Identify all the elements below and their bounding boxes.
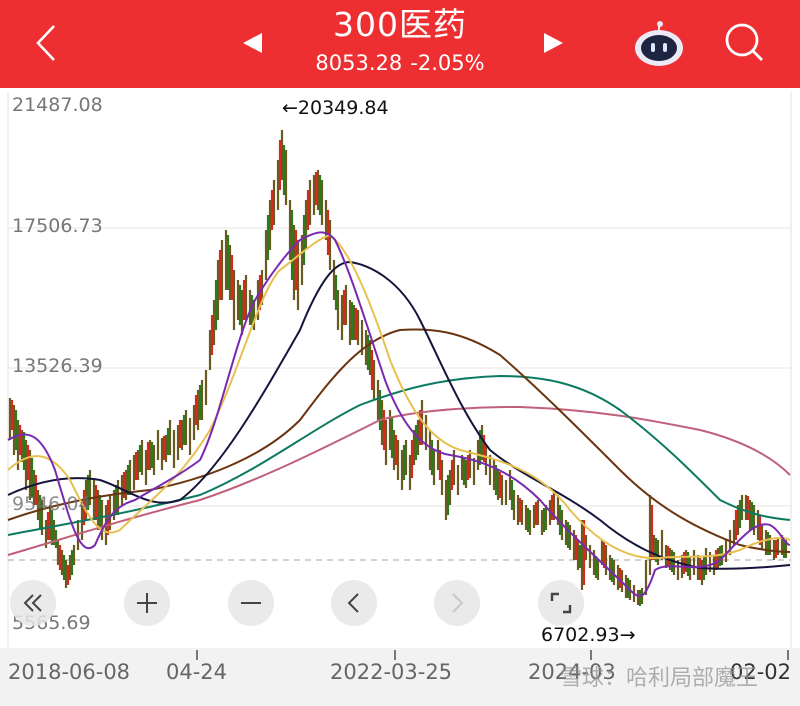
title-block: 300医药 8053.28 -2.05% (0, 4, 800, 80)
fast-back-button[interactable] (10, 580, 56, 626)
ma-purple (7, 231, 791, 597)
watermark: 雪球：哈利局部魔王 (560, 666, 759, 691)
triangle-left-icon (243, 33, 262, 53)
y-axis-label-2: 17506.73 (12, 215, 103, 237)
back-button[interactable] (22, 18, 72, 68)
kline-chart[interactable]: 21487.08 17506.73 13526.39 9546.04 5565.… (0, 88, 800, 648)
y-axis-label-4: 9546.04 (12, 493, 91, 515)
y-axis-label-top: 21487.08 (12, 94, 103, 116)
high-annotation: ←20349.84 (282, 97, 389, 119)
search-icon (725, 23, 763, 61)
assistant-button[interactable] (632, 18, 686, 70)
change-percent: -2.05% (410, 51, 485, 75)
minus-icon (241, 602, 261, 604)
ma-yellow (7, 233, 791, 560)
plus-icon (137, 593, 157, 613)
date-label-2: 04-24 (166, 660, 228, 684)
low-annotation: 6702.93→ (541, 624, 636, 646)
date-tick (196, 650, 198, 660)
date-axis: 2018-06-08 04-24 2022-03-25 2024-03 02-0… (0, 648, 800, 706)
double-chevron-left-icon (23, 594, 42, 612)
zoom-in-button[interactable] (124, 580, 170, 626)
pan-right-button[interactable] (434, 580, 480, 626)
robot-icon (635, 21, 683, 66)
date-label-4: 2024-03 (528, 660, 616, 684)
current-price: 8053.28 (315, 51, 403, 75)
date-tick (787, 650, 789, 660)
pan-left-button[interactable] (331, 580, 377, 626)
previous-stock-button[interactable] (240, 30, 266, 56)
page-title: 300医药 (333, 5, 467, 44)
moving-averages (7, 231, 791, 597)
chevron-right-icon (452, 593, 464, 613)
search-button[interactable] (722, 20, 768, 66)
chevron-left-icon (347, 593, 359, 613)
date-label-3: 2022-03-25 (330, 660, 453, 684)
header-bar: 300医药 8053.28 -2.05% (0, 0, 800, 88)
fullscreen-button[interactable] (538, 580, 584, 626)
fullscreen-icon (550, 592, 572, 614)
date-tick (590, 650, 592, 660)
candles (8, 130, 788, 606)
date-label-end: 02-02 (730, 660, 792, 684)
chart-canvas (7, 92, 792, 648)
price-line: 8053.28 -2.05% (0, 46, 800, 80)
zoom-out-button[interactable] (228, 580, 274, 626)
next-stock-button[interactable] (540, 30, 566, 56)
date-label-start: 2018-06-08 (8, 660, 131, 684)
y-axis-label-3: 13526.39 (12, 355, 103, 377)
chevron-left-icon (36, 25, 55, 61)
ma-navy (7, 260, 791, 570)
triangle-right-icon (544, 33, 563, 53)
date-tick (394, 650, 396, 660)
